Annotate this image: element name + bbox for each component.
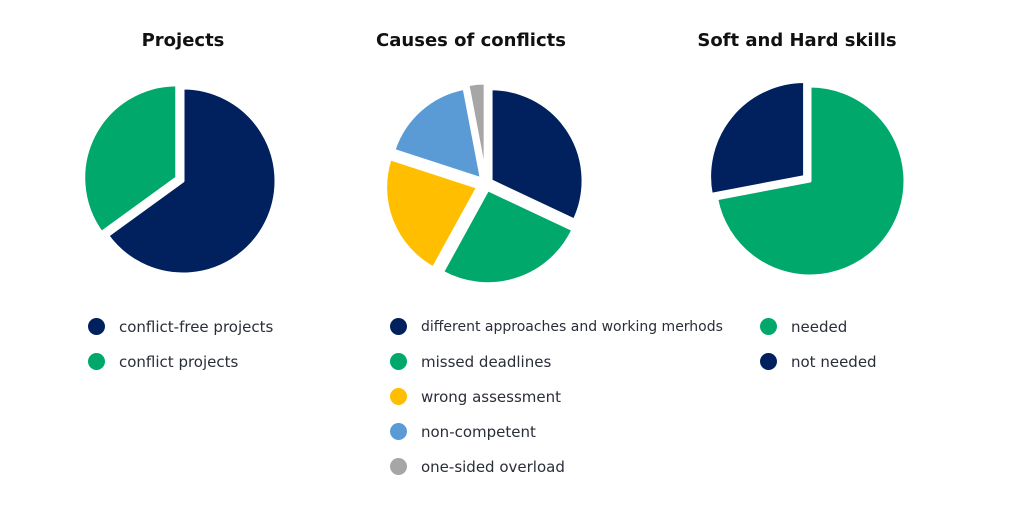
legend-swatch [390,318,407,335]
legend-swatch [760,353,777,370]
pie-chart-causes-of-conflicts [384,81,585,286]
legend-skills: needed not needed [760,309,877,379]
pie-chart-projects [82,83,278,276]
legend-item: conflict projects [88,344,273,379]
pie-slice-one-sided-overload [466,81,487,177]
legend-item: not needed [760,344,877,379]
legend-projects: conflict-free projects conflict projects [88,309,273,379]
legend-swatch [760,318,777,335]
legend-item: different approaches and working merhods [390,309,723,344]
legend-item: wrong assessment [390,379,723,414]
chart-title-skills: Soft and Hard skills [697,30,897,51]
legend-swatch [390,458,407,475]
legend-label: non-competent [421,422,536,441]
legend-label: missed deadlines [421,352,552,371]
legend-label: one-sided overload [421,457,565,476]
pie-slice-conflict-free-projects [106,86,278,276]
legend-label: wrong assessment [421,387,561,406]
legend-swatch [88,318,105,335]
chart-title-projects: Projects [141,30,225,51]
legend-swatch [390,423,407,440]
legend-label: conflict projects [119,352,239,371]
chart-title-causes: Causes of conflicts [376,30,566,51]
legend-swatch [390,388,407,405]
pie-chart-soft-and-hard-skills [708,80,907,278]
legend-causes: different approaches and working merhods… [390,309,723,484]
pie-slice-conflict-projects [82,83,179,234]
pie-slice-not-needed [708,80,807,196]
legend-label: not needed [791,352,877,371]
pie-slice-needed [715,84,907,278]
legend-item: needed [760,309,877,344]
pie-slice-non-competent [392,86,483,181]
legend-item: one-sided overload [390,449,723,484]
legend-label: conflict-free projects [119,317,274,336]
pie-slice-wrong-assessment [384,157,480,270]
legend-item: missed deadlines [390,344,723,379]
legend-label: different approaches and working merhods [421,318,723,335]
pie-slice-different-approaches-and-working-merhods [489,87,585,222]
legend-swatch [390,353,407,370]
pie-slice-missed-deadlines [441,188,575,286]
legend-label: needed [791,317,848,336]
legend-item: conflict-free projects [88,309,273,344]
legend-swatch [88,353,105,370]
legend-item: non-competent [390,414,723,449]
